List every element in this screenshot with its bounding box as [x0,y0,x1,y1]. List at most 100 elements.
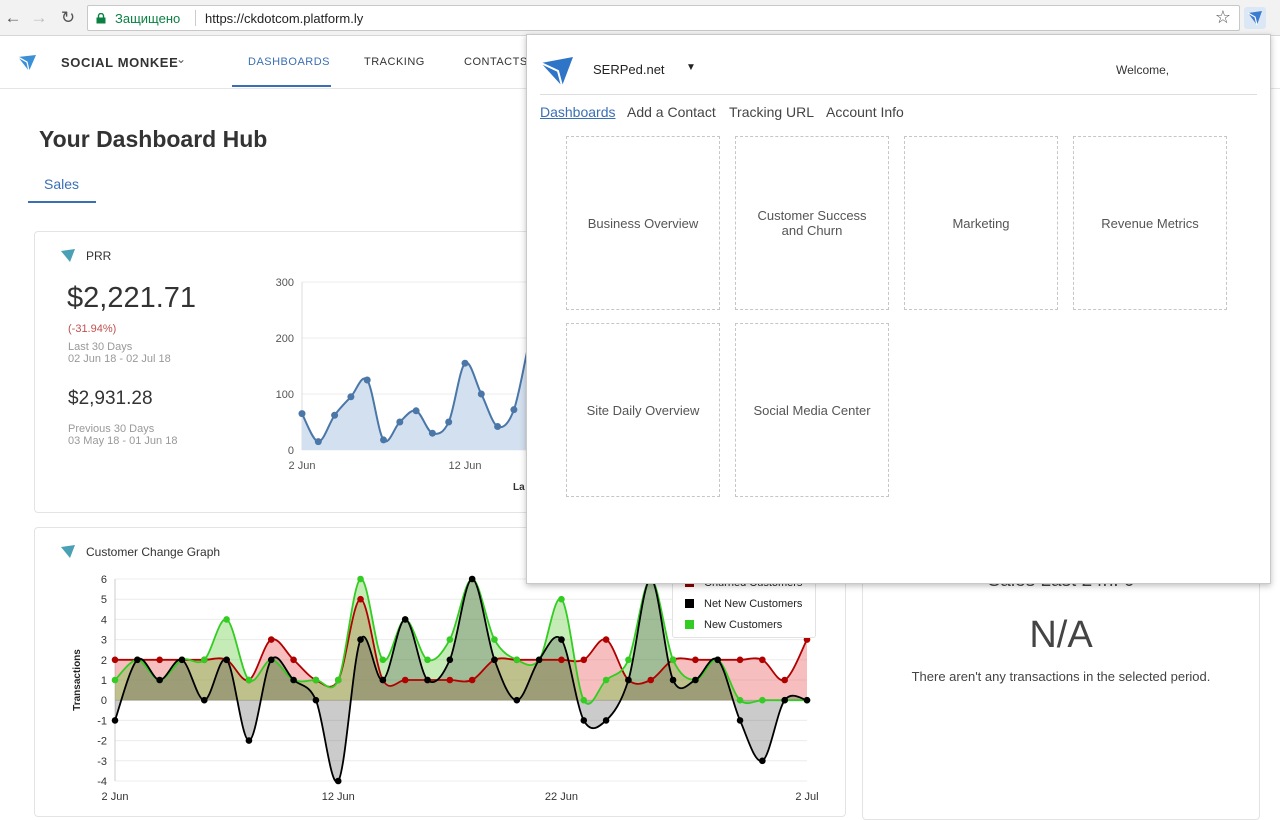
tab-sales[interactable]: Sales [44,176,80,192]
popup-tab-dashboards[interactable]: Dashboards [540,104,616,120]
data-point [424,676,431,684]
prr-previous-value: $2,931.28 [68,388,153,409]
legend-item-new-customers[interactable]: New Customers [685,619,782,631]
legend-label: New Customers [704,619,783,631]
popup-tab-tracking-url[interactable]: Tracking URL [729,104,815,120]
data-point [357,575,364,583]
data-point [396,418,404,426]
tab-contacts[interactable]: CONTACTS [464,56,528,68]
x-tick-label: 2 Jun [289,460,316,472]
previous-period-range: 03 May 18 - 01 Jun 18 [68,435,178,447]
active-tab-indicator [232,85,331,87]
dashboard-tile[interactable]: Customer Success and Churn [735,136,889,310]
data-point [428,429,436,437]
data-point [312,696,320,704]
data-point [111,676,119,684]
x-axis-label: La [513,482,525,493]
data-point [178,656,186,664]
data-point [494,422,502,430]
serped-logo-icon [540,57,573,87]
tab-tracking[interactable]: TRACKING [364,56,425,68]
data-point [714,656,722,664]
data-point [111,656,119,664]
url-text[interactable]: https://ckdotcom.platform.ly [205,11,364,26]
caret-down-icon[interactable]: ▼ [686,62,696,73]
data-point [625,656,632,664]
popup-tab-account-info[interactable]: Account Info [826,104,904,120]
data-point [298,410,306,418]
prr-change: (-31.94%) [68,323,117,335]
bookmark-star-icon[interactable]: ☆ [1214,7,1231,27]
tab-dashboards[interactable]: DASHBOARDS [248,56,331,68]
data-point [223,616,230,623]
data-point [331,411,339,419]
y-tick-label: 0 [101,695,107,707]
data-point [669,676,677,684]
data-point [347,393,355,401]
address-divider [195,10,196,26]
y-tick-label: -4 [97,776,107,788]
data-point [491,656,498,664]
lock-icon [96,13,106,24]
dashboard-tile[interactable]: Site Daily Overview [566,323,720,497]
data-point [510,406,518,414]
legend-label: Net New Customers [704,598,803,610]
dashboard-tile[interactable]: Marketing [904,136,1058,310]
y-axis-label: Transactions [72,649,83,711]
prr-value: $2,221.71 [67,282,197,314]
chevron-down-icon[interactable]: ⌄ [176,52,187,66]
data-point [468,676,476,684]
platformly-logo-icon[interactable] [17,54,37,72]
back-icon[interactable]: ← [4,8,22,27]
empty-state-message: There aren't any transactions in the sel… [911,669,1211,684]
dashboard-tile[interactable]: Business Overview [566,136,720,310]
data-point [412,407,420,415]
card-title: PRR [86,249,112,263]
legend-item-net-new[interactable]: Net New Customers [685,598,802,610]
data-point [468,575,476,583]
extension-popup: SERPed.net ▼ Welcome, Dashboards Add a C… [526,34,1271,584]
data-point [200,696,208,704]
popup-tab-add-contact[interactable]: Add a Contact [627,104,716,120]
address-bar[interactable]: Защищено https://ckdotcom.platform.ly ☆ [87,5,1240,31]
data-point [267,636,275,643]
data-point [223,656,230,664]
welcome-text: Welcome, [1116,63,1170,77]
y-tick-label: 3 [101,635,107,647]
x-tick-label: 12 Jun [322,791,355,800]
data-point [380,436,387,444]
series-area [115,578,807,704]
data-point [334,777,342,785]
x-tick-label: 12 Jun [448,460,481,472]
data-point [491,636,498,643]
data-point [401,616,409,623]
data-point [312,676,320,684]
data-point [513,656,521,664]
extension-button[interactable] [1244,7,1266,29]
data-point [803,696,811,704]
data-point [290,656,297,664]
dashboard-tile[interactable]: Revenue Metrics [1073,136,1227,310]
period-label: Last 30 Days [68,341,133,353]
period-range: 02 Jun 18 - 02 Jul 18 [68,353,171,365]
y-tick-label: 5 [101,594,107,606]
area-fill [302,356,526,450]
secure-label: Защищено [115,11,181,26]
data-point [736,656,744,664]
series-line [114,578,808,783]
data-point [446,676,454,684]
data-point [290,676,297,684]
data-point [424,656,431,664]
data-point [477,390,485,398]
data-point [200,656,208,664]
x-tick-label: 2 Jun [102,791,129,800]
dashboard-tile[interactable]: Social Media Center [735,323,889,497]
data-point [736,717,744,724]
y-tick-label: 100 [276,389,294,401]
data-point [445,418,453,426]
data-point [314,438,322,446]
reload-icon[interactable]: ↻ [60,8,76,27]
org-switcher[interactable]: SOCIAL MONKEE [61,55,179,70]
data-point [513,696,521,704]
forward-icon[interactable]: → [30,8,48,27]
